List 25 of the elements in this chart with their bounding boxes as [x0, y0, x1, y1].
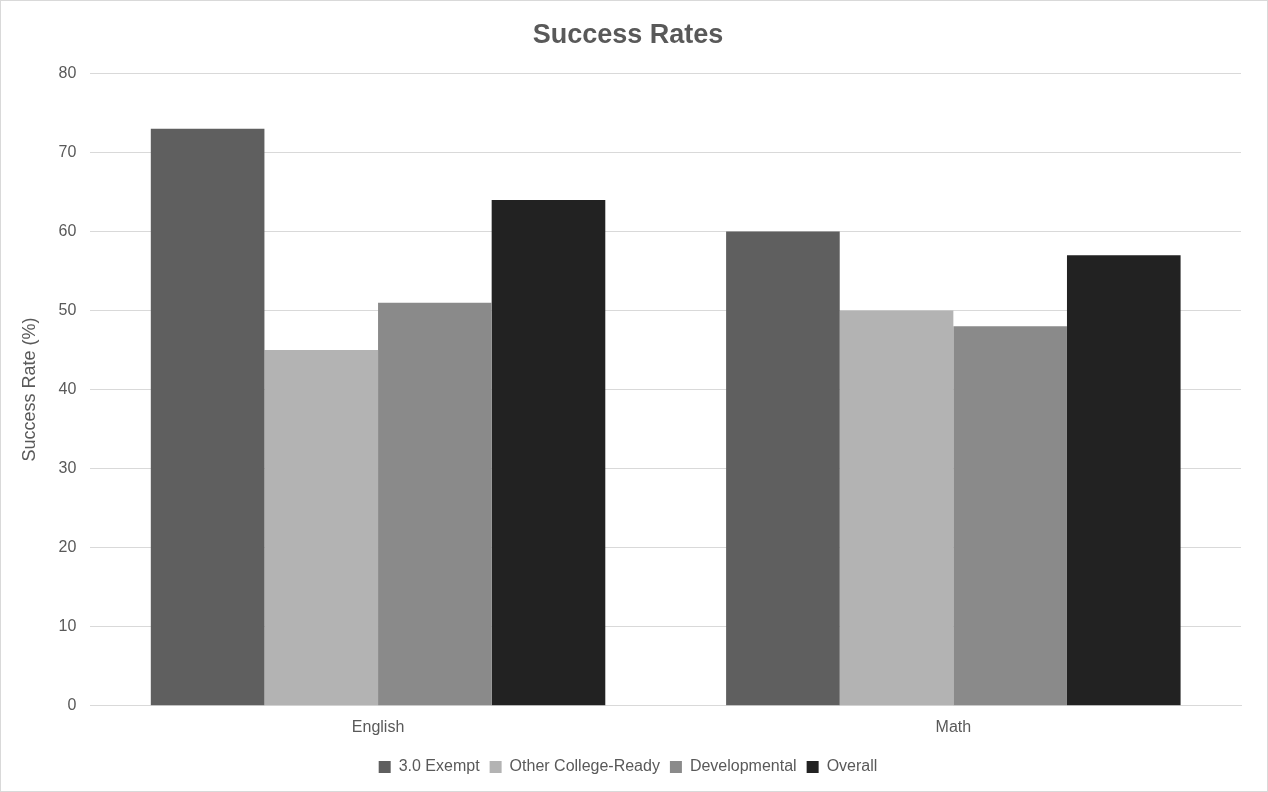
legend-label: Overall	[826, 757, 878, 775]
legend-label: Developmental	[689, 757, 797, 775]
y-tick-label: 70	[58, 142, 77, 160]
bar	[839, 310, 954, 706]
y-tick-label: 80	[58, 63, 77, 81]
bar	[378, 302, 492, 706]
y-tick-label: 50	[58, 300, 77, 318]
x-tick-label: Math	[935, 717, 972, 735]
bar	[264, 350, 379, 706]
bar	[953, 326, 1067, 706]
legend-label: Other College-Ready	[509, 757, 660, 775]
y-tick-label: 20	[58, 538, 77, 556]
bar	[1066, 255, 1181, 706]
x-tick-label: English	[351, 717, 405, 735]
bar	[150, 128, 265, 706]
bar	[726, 231, 840, 706]
y-tick-label: 30	[58, 459, 77, 477]
y-tick-label: 40	[58, 380, 77, 398]
y-tick-label: 10	[58, 617, 77, 635]
legend-label: 3.0 Exempt	[398, 757, 481, 775]
y-tick-label: 60	[58, 221, 77, 239]
y-axis-title: Success Rate (%)	[18, 317, 39, 462]
bar	[491, 199, 606, 706]
chart-title: Success Rates	[532, 18, 724, 49]
y-tick-label: 0	[67, 696, 77, 714]
